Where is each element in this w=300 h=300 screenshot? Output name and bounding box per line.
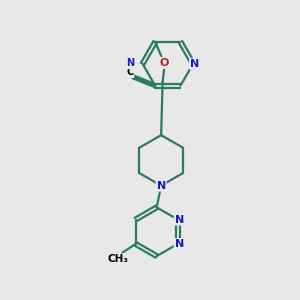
Text: O: O: [159, 58, 169, 68]
Text: N: N: [190, 59, 199, 69]
Text: CH₃: CH₃: [107, 254, 128, 264]
Text: N: N: [175, 214, 184, 224]
Text: C: C: [126, 67, 134, 77]
Text: N: N: [175, 239, 184, 249]
Text: N: N: [157, 181, 166, 191]
Text: N: N: [126, 58, 134, 68]
